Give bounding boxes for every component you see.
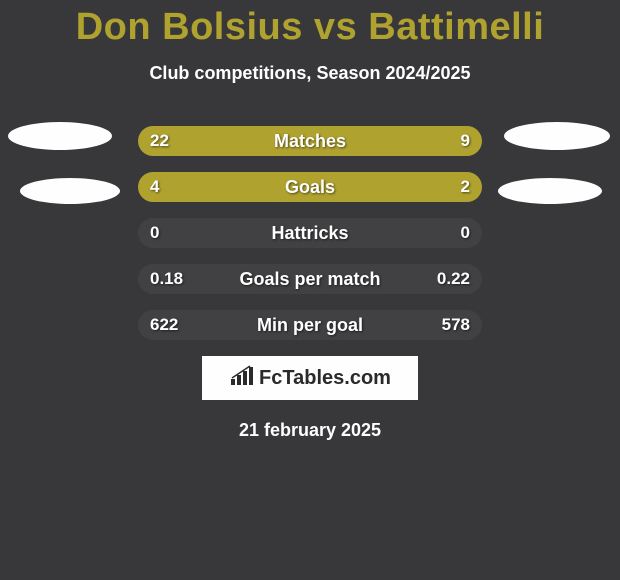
bar-track: [138, 310, 482, 340]
bar-track: [138, 172, 482, 202]
bar-left: [138, 172, 368, 202]
bar-track: [138, 264, 482, 294]
bar-left: [138, 126, 372, 156]
stat-row: Hattricks00: [0, 218, 620, 248]
bar-right: [372, 126, 482, 156]
footer-date: 21 february 2025: [0, 420, 620, 441]
bar-track: [138, 218, 482, 248]
bars-icon: [229, 365, 257, 392]
brand-text: FcTables.com: [259, 367, 391, 390]
bar-right: [368, 172, 482, 202]
page-subtitle: Club competitions, Season 2024/2025: [0, 63, 620, 84]
page-title: Don Bolsius vs Battimelli: [0, 0, 620, 49]
stat-row: Goals42: [0, 172, 620, 202]
bar-track: [138, 126, 482, 156]
stat-row: Min per goal622578: [0, 310, 620, 340]
comparison-chart: Matches229 Goals42 Hattricks00 Goals per ma…: [0, 126, 620, 340]
stat-row: Matches229: [0, 126, 620, 156]
stat-row: Goals per match0.180.22: [0, 264, 620, 294]
brand-box: FcTables.com: [202, 356, 418, 400]
